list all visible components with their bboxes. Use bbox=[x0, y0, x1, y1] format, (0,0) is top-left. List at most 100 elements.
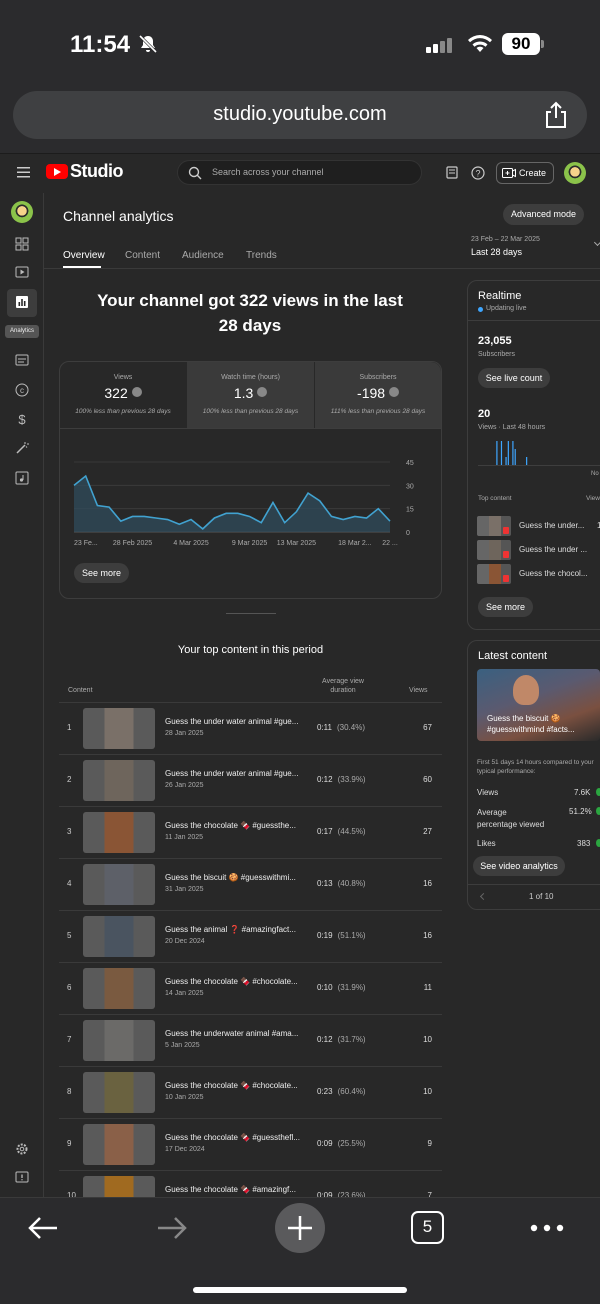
metric-watchtime-note: 100% less than previous 28 days bbox=[202, 408, 299, 415]
realtime-bar-chart[interactable] bbox=[478, 436, 600, 466]
copyright-icon[interactable]: c bbox=[15, 383, 29, 397]
video-thumbnail[interactable] bbox=[83, 968, 155, 1009]
new-tab-button[interactable] bbox=[275, 1203, 325, 1253]
video-thumbnail[interactable] bbox=[83, 1124, 155, 1165]
tabs-button[interactable]: 5 bbox=[411, 1211, 444, 1244]
video-thumbnail[interactable] bbox=[83, 760, 155, 801]
realtime-status: Updating live bbox=[486, 305, 527, 312]
table-row[interactable]: 6 Guess the chocolate 🍫 #chocolate... 14 J… bbox=[59, 962, 442, 1014]
table-row[interactable]: 7 Guess the underwater animal #ama... 5 Ja… bbox=[59, 1014, 442, 1066]
table-row[interactable]: 1 Guess the under water animal #gue... 28 … bbox=[59, 702, 442, 754]
analytics-tooltip: Analytics bbox=[5, 325, 39, 338]
realtime-see-more-button[interactable]: See more bbox=[478, 597, 533, 617]
youtube-logo-icon[interactable] bbox=[46, 164, 68, 179]
video-thumbnail[interactable] bbox=[83, 812, 155, 853]
earn-dollar-icon[interactable]: $ bbox=[15, 412, 29, 426]
audio-library-icon[interactable] bbox=[15, 471, 29, 485]
x-tick-label: 28 Feb 2025 bbox=[113, 540, 152, 547]
feedback-icon[interactable] bbox=[446, 166, 459, 179]
video-thumbnail[interactable] bbox=[83, 1072, 155, 1113]
video-title[interactable]: Guess the chocolate 🍫 #chocolate... bbox=[165, 1081, 298, 1090]
help-icon[interactable]: ? bbox=[471, 166, 485, 180]
table-row[interactable]: 8 Guess the chocolate 🍫 #chocolate... 10 J… bbox=[59, 1066, 442, 1118]
see-video-analytics-button[interactable]: See video analytics bbox=[473, 856, 565, 876]
hamburger-menu-icon[interactable] bbox=[17, 167, 30, 178]
metric-watchtime-tab[interactable]: Watch time (hours) 1.3 100% less than pr… bbox=[187, 362, 314, 428]
row-views: 7 bbox=[427, 1191, 432, 1200]
video-thumbnail bbox=[477, 540, 511, 560]
channel-avatar[interactable] bbox=[11, 201, 33, 223]
video-title[interactable]: Guess the under water animal #gue... bbox=[165, 717, 299, 726]
table-row[interactable]: 2 Guess the under water animal #gue... 26 … bbox=[59, 754, 442, 806]
send-feedback-icon[interactable] bbox=[15, 1171, 29, 1185]
video-title[interactable]: Guess the chocolate 🍫 #chocolate... bbox=[165, 977, 298, 986]
video-title[interactable]: Guess the chocolate 🍫 #guessthefl... bbox=[165, 1133, 300, 1142]
table-row[interactable]: 4 Guess the biscuit 🍪 #guesswithmi... 31 J… bbox=[59, 858, 442, 910]
tab-overview[interactable]: Overview bbox=[63, 250, 105, 261]
row-rank: 6 bbox=[67, 983, 72, 992]
video-title[interactable]: Guess the underwater animal #ama... bbox=[165, 1029, 299, 1038]
address-bar[interactable]: studio.youtube.com bbox=[13, 91, 587, 139]
back-arrow-icon[interactable] bbox=[27, 1215, 59, 1241]
views-line-chart[interactable]: 45 30 15 0 23 Fe... 28 Feb 2025 4 Mar 2025 9 Ma… bbox=[60, 452, 440, 552]
battery-indicator: 90 bbox=[502, 33, 540, 55]
table-row[interactable]: 3 Guess the chocolate 🍫 #guessthe... 11 Ja… bbox=[59, 806, 442, 858]
row-rank: 1 bbox=[67, 723, 72, 732]
search-input[interactable]: Search across your channel bbox=[177, 160, 422, 185]
share-icon[interactable] bbox=[543, 101, 569, 129]
video-thumbnail[interactable] bbox=[83, 708, 155, 749]
subtitles-icon[interactable] bbox=[15, 353, 29, 367]
video-title[interactable]: Guess the animal ❓ #amazingfact... bbox=[165, 925, 296, 934]
tab-audience[interactable]: Audience bbox=[182, 250, 224, 261]
video-thumbnail[interactable] bbox=[83, 916, 155, 957]
create-button[interactable]: Create bbox=[496, 162, 554, 184]
realtime-list-item[interactable]: Guess the under ... bbox=[477, 540, 600, 560]
avg-view-duration: 0:11 (30.4%) bbox=[317, 723, 365, 732]
table-row[interactable]: 5 Guess the animal ❓ #amazingfact... 20 De… bbox=[59, 910, 442, 962]
video-title[interactable]: Guess the chocolate 🍫 #guessthe... bbox=[165, 821, 296, 830]
tab-trends[interactable]: Trends bbox=[246, 250, 277, 261]
avd-percent: (30.4%) bbox=[336, 723, 365, 732]
dashboard-icon[interactable] bbox=[15, 237, 29, 251]
realtime-item-views: 1 bbox=[597, 521, 600, 530]
create-video-icon bbox=[502, 168, 516, 178]
analytics-icon[interactable] bbox=[15, 295, 29, 309]
chart-see-more-button[interactable]: See more bbox=[74, 563, 129, 583]
video-thumbnail[interactable] bbox=[83, 1020, 155, 1061]
customization-wand-icon[interactable] bbox=[15, 441, 29, 455]
avd-time: 0:11 bbox=[317, 723, 332, 732]
content-icon[interactable] bbox=[15, 265, 29, 279]
table-row[interactable]: 9 Guess the chocolate 🍫 #guessthefl... 17 … bbox=[59, 1118, 442, 1170]
video-date: 31 Jan 2025 bbox=[165, 886, 204, 893]
metric-views-label: Views bbox=[113, 374, 133, 381]
browser-toolbar: 5 bbox=[0, 1197, 600, 1304]
video-title[interactable]: Guess the under water animal #gue... bbox=[165, 769, 299, 778]
video-title[interactable]: Guess the chocolate 🍫 #amazingf... bbox=[165, 1185, 296, 1194]
video-title[interactable]: Guess the biscuit 🍪 #guesswithmi... bbox=[165, 873, 296, 882]
metric-subscribers-tab[interactable]: Subscribers -198 111% less than previous… bbox=[315, 362, 441, 428]
account-avatar[interactable] bbox=[564, 162, 586, 184]
avd-percent: (31.7%) bbox=[337, 1035, 366, 1044]
video-thumbnail[interactable] bbox=[83, 864, 155, 905]
url-text[interactable]: studio.youtube.com bbox=[213, 103, 387, 125]
forward-arrow-icon[interactable] bbox=[156, 1215, 188, 1241]
section-divider bbox=[226, 613, 276, 614]
video-date: 20 Dec 2024 bbox=[165, 938, 205, 945]
realtime-list-item[interactable]: Guess the chocol... bbox=[477, 564, 600, 584]
studio-logo-text[interactable]: Studio bbox=[70, 161, 124, 181]
settings-gear-icon[interactable] bbox=[15, 1142, 29, 1156]
latest-video-thumbnail[interactable]: Guess the biscuit 🍪 #guesswithmind #fact… bbox=[477, 669, 600, 741]
metric-views-tab[interactable]: Views 322 100% less than previous 28 day… bbox=[60, 362, 186, 428]
tab-content[interactable]: Content bbox=[125, 250, 161, 261]
cellular-signal-icon bbox=[426, 38, 452, 53]
metric-watchtime-value: 1.3 bbox=[187, 385, 314, 401]
see-live-count-button[interactable]: See live count bbox=[478, 368, 550, 388]
advanced-mode-button[interactable]: Advanced mode bbox=[503, 204, 584, 225]
realtime-list-item[interactable]: Guess the under... 1 bbox=[477, 516, 600, 536]
col-content-header: Content bbox=[68, 687, 93, 694]
metric-info-icon bbox=[257, 387, 268, 397]
date-period[interactable]: Last 28 days bbox=[471, 247, 523, 257]
thumbnail-person bbox=[513, 675, 539, 705]
date-range[interactable]: 23 Feb – 22 Mar 2025 bbox=[471, 236, 540, 243]
more-options-icon[interactable] bbox=[530, 1224, 564, 1232]
